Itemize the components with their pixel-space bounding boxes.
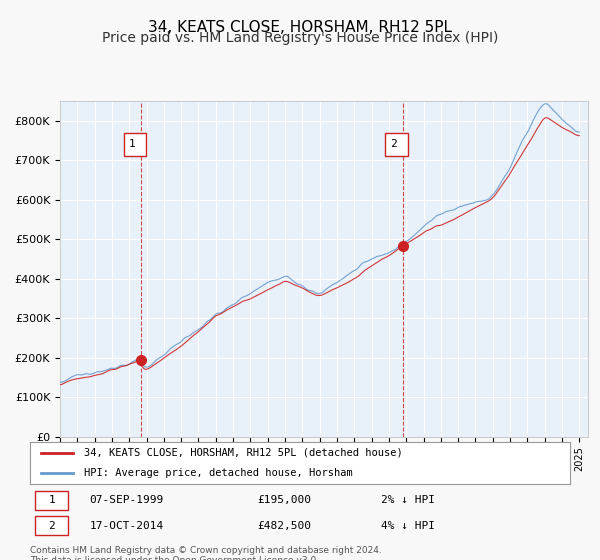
Text: 1: 1	[48, 495, 55, 505]
FancyBboxPatch shape	[35, 516, 68, 535]
Text: 17-OCT-2014: 17-OCT-2014	[89, 520, 164, 530]
Text: 34, KEATS CLOSE, HORSHAM, RH12 5PL: 34, KEATS CLOSE, HORSHAM, RH12 5PL	[148, 20, 452, 35]
Text: £195,000: £195,000	[257, 495, 311, 505]
Text: £482,500: £482,500	[257, 520, 311, 530]
FancyBboxPatch shape	[124, 133, 146, 156]
Text: 2% ↓ HPI: 2% ↓ HPI	[381, 495, 435, 505]
Text: 07-SEP-1999: 07-SEP-1999	[89, 495, 164, 505]
Text: 34, KEATS CLOSE, HORSHAM, RH12 5PL (detached house): 34, KEATS CLOSE, HORSHAM, RH12 5PL (deta…	[84, 448, 403, 458]
Text: 1: 1	[129, 139, 136, 149]
Text: 2: 2	[48, 520, 55, 530]
Text: Contains HM Land Registry data © Crown copyright and database right 2024.
This d: Contains HM Land Registry data © Crown c…	[30, 546, 382, 560]
FancyBboxPatch shape	[385, 133, 408, 156]
Text: Price paid vs. HM Land Registry's House Price Index (HPI): Price paid vs. HM Land Registry's House …	[102, 31, 498, 45]
FancyBboxPatch shape	[35, 491, 68, 510]
Text: 2: 2	[391, 139, 397, 149]
Text: 4% ↓ HPI: 4% ↓ HPI	[381, 520, 435, 530]
Text: HPI: Average price, detached house, Horsham: HPI: Average price, detached house, Hors…	[84, 468, 353, 478]
